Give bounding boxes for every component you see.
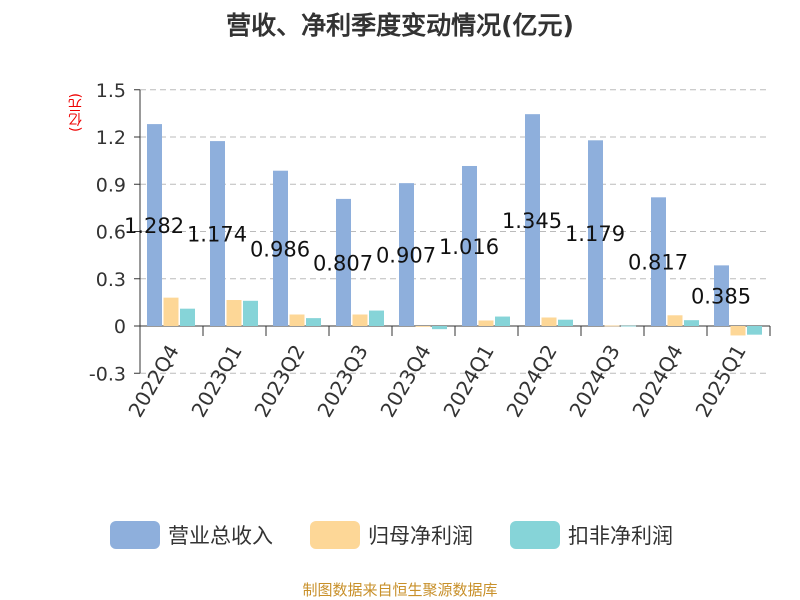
- bar-deducted-net-profit: [684, 320, 699, 326]
- y-tick-label: 0: [114, 316, 126, 338]
- bar-deducted-net-profit: [558, 319, 573, 326]
- legend-label: 归母净利润: [368, 524, 473, 548]
- bar-net-profit: [352, 314, 368, 326]
- bar-net-profit: [163, 297, 179, 326]
- footer-source: 制图数据来自恒生聚源数据库: [302, 581, 498, 599]
- data-label: 1.282: [124, 214, 184, 238]
- bar-revenue: [525, 114, 540, 326]
- bar-net-profit: [730, 326, 746, 336]
- chart-title: 营收、净利季度变动情况(亿元): [226, 11, 574, 40]
- x-tick-label: 2023Q4: [375, 341, 435, 422]
- bar-revenue: [462, 165, 477, 326]
- bar-deducted-net-profit: [432, 326, 447, 330]
- x-tick-label: 2024Q2: [501, 341, 561, 422]
- y-tick-label: 0.6: [96, 222, 126, 244]
- bar-deducted-net-profit: [495, 316, 510, 326]
- bar-deducted-net-profit: [369, 310, 384, 326]
- bar-deducted-net-profit: [180, 308, 195, 326]
- bar-deducted-net-profit: [621, 325, 636, 327]
- bar-net-profit: [478, 320, 494, 326]
- x-tick-label: 2023Q1: [186, 341, 246, 422]
- legend-swatch: [110, 521, 160, 549]
- bar-revenue: [399, 183, 414, 326]
- bar-revenue: [588, 140, 603, 326]
- bar-deducted-net-profit: [243, 300, 258, 326]
- data-label: 0.385: [691, 285, 751, 309]
- bar-net-profit: [541, 317, 557, 326]
- data-label: 0.817: [628, 251, 688, 275]
- data-label: 0.907: [376, 244, 436, 268]
- bar-deducted-net-profit: [747, 326, 762, 335]
- bar-revenue: [147, 124, 162, 327]
- bar-revenue: [273, 170, 288, 326]
- bar-net-profit: [604, 325, 620, 327]
- bar-net-profit: [226, 300, 242, 326]
- data-label: 1.016: [439, 235, 499, 259]
- data-label: 1.179: [565, 222, 625, 246]
- y-tick-label: -0.3: [89, 363, 126, 385]
- bar-revenue: [714, 265, 729, 326]
- data-label: 1.174: [187, 223, 247, 247]
- legend-swatch: [510, 521, 560, 549]
- y-tick-label: 1.2: [96, 127, 126, 149]
- x-tick-label: 2023Q3: [312, 341, 372, 422]
- x-tick-label: 2024Q3: [564, 341, 624, 422]
- x-tick-label: 2024Q1: [438, 341, 498, 422]
- bar-revenue: [651, 197, 666, 326]
- legend-swatch: [310, 521, 360, 549]
- bar-net-profit: [667, 315, 683, 326]
- bar-revenue: [210, 141, 225, 326]
- legend-label: 扣非净利润: [568, 524, 673, 548]
- y-tick-label: 0.9: [96, 174, 126, 196]
- data-label: 1.345: [502, 209, 562, 233]
- data-label: 0.807: [313, 251, 373, 275]
- bar-net-profit: [415, 326, 431, 327]
- x-tick-label: 2025Q1: [690, 341, 750, 422]
- y-tick-label: 0.3: [96, 269, 126, 291]
- bar-net-profit: [289, 314, 305, 326]
- x-tick-label: 2023Q2: [249, 341, 309, 422]
- x-tick-label: 2022Q4: [123, 341, 183, 422]
- bar-revenue: [336, 198, 351, 326]
- x-tick-label: 2024Q4: [627, 341, 687, 422]
- legend-label: 营业总收入: [168, 524, 273, 548]
- bar-deducted-net-profit: [306, 318, 321, 326]
- y-tick-label: 1.5: [96, 80, 126, 102]
- data-label: 0.986: [250, 237, 310, 261]
